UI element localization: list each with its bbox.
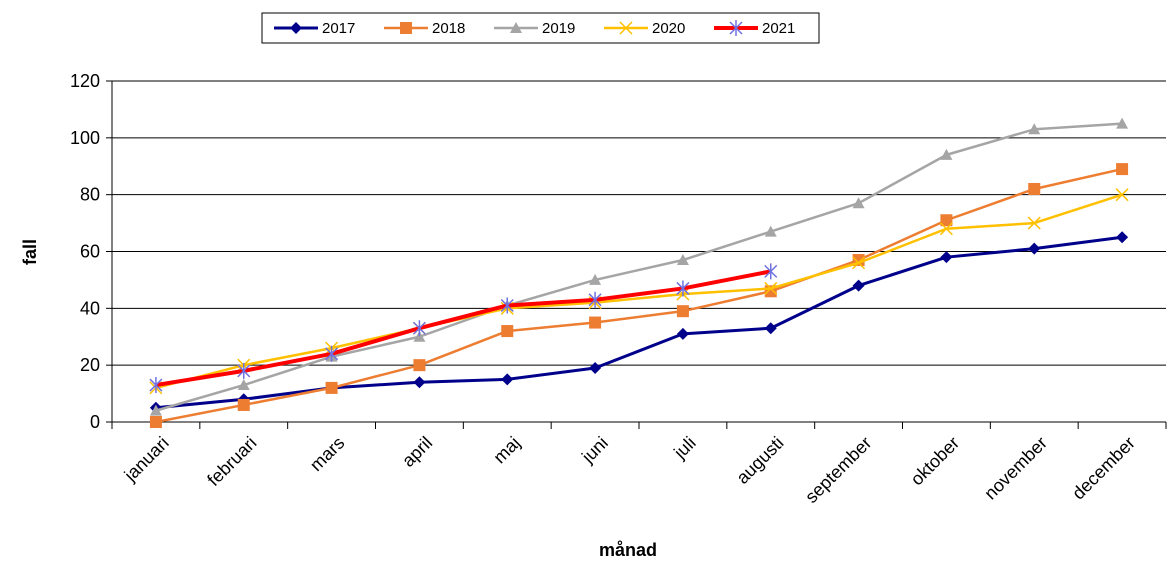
x-tick-label: november <box>980 433 1051 504</box>
x-tick-label: april <box>398 433 436 471</box>
y-axis-title: fall <box>20 239 40 265</box>
data-point-2021 <box>588 291 602 308</box>
data-point-2019 <box>589 273 602 285</box>
y-tick-label: 60 <box>80 242 100 262</box>
data-point-2017 <box>940 251 953 264</box>
legend-marker-2019 <box>510 22 522 33</box>
data-point-2020 <box>1027 216 1041 230</box>
series-line-2018 <box>155 167 1123 424</box>
legend-label-2019: 2019 <box>542 20 575 37</box>
data-point-2017 <box>764 322 777 335</box>
x-axis-title: månad <box>599 540 657 560</box>
y-tick-label: 100 <box>70 128 100 148</box>
data-point-2018 <box>940 214 953 227</box>
x-tick-label: oktober <box>907 433 964 490</box>
data-point-2017 <box>1028 242 1041 255</box>
data-point-2021 <box>500 297 514 314</box>
data-point-2019 <box>852 197 865 209</box>
x-tick-label: februari <box>203 433 260 490</box>
x-tick-label: september <box>801 433 875 507</box>
legend-label-2017: 2017 <box>322 20 355 37</box>
data-point-2018 <box>589 316 602 329</box>
data-point-2017 <box>676 327 689 340</box>
x-tick-label: augusti <box>732 433 787 488</box>
data-point-2018 <box>1028 182 1041 195</box>
data-point-2017 <box>1116 231 1129 244</box>
x-tick-label: januari <box>120 433 173 486</box>
data-point-2020 <box>852 256 866 270</box>
data-point-2017 <box>589 362 602 375</box>
y-tick-label: 80 <box>80 185 100 205</box>
data-point-2019 <box>764 225 777 237</box>
legend-label-2018: 2018 <box>432 20 465 37</box>
data-point-2018 <box>501 325 514 338</box>
data-point-2019 <box>149 404 162 416</box>
data-point-2021 <box>325 345 339 362</box>
series-line-2021 <box>155 269 772 388</box>
plot-area: 0 20 40 60 80 100 120 januari februari mars april m… <box>70 71 1167 507</box>
legend-marker-2017 <box>290 22 302 34</box>
series-line-2020 <box>155 193 1123 390</box>
legend-label-2020: 2020 <box>652 20 685 37</box>
data-point-2020 <box>939 222 953 236</box>
data-point-2018 <box>676 305 689 318</box>
data-point-2019 <box>413 330 426 342</box>
data-point-2017 <box>501 373 514 386</box>
data-point-2020 <box>1115 188 1129 202</box>
x-tick-label: december <box>1068 433 1139 504</box>
data-point-2021 <box>237 362 251 379</box>
data-point-2019 <box>1116 117 1129 129</box>
data-point-2021 <box>676 280 690 297</box>
data-point-2020 <box>764 281 778 295</box>
y-tick-label: 120 <box>70 71 100 91</box>
data-point-2021 <box>764 263 778 280</box>
x-tick-label: mars <box>306 433 348 475</box>
legend-marker-2021 <box>729 20 743 36</box>
data-point-2017 <box>413 376 426 389</box>
data-point-2019 <box>237 379 250 391</box>
y-tick-label: 0 <box>90 412 100 432</box>
data-point-2018 <box>149 416 162 428</box>
data-point-2021 <box>149 377 163 394</box>
legend-marker-2018 <box>400 22 412 34</box>
series-line-2019 <box>155 122 1123 412</box>
y-tick-label: 20 <box>80 355 100 375</box>
y-tick-label: 40 <box>80 298 100 318</box>
data-point-2019 <box>940 148 953 160</box>
data-point-2021 <box>412 320 426 337</box>
x-tick-label: juni <box>577 433 612 468</box>
legend-label-2021: 2021 <box>762 20 795 37</box>
series-line-2017 <box>155 235 1123 410</box>
x-tick-label: maj <box>489 433 524 468</box>
x-tick-label: juli <box>669 433 699 463</box>
data-point-2017 <box>852 279 865 292</box>
legend-marker-2020 <box>619 21 633 35</box>
data-point-2019 <box>676 254 689 266</box>
data-point-2018 <box>413 359 426 372</box>
data-point-2018 <box>325 381 338 394</box>
chart-legend: 2017 2018 2019 2020 2021 <box>261 12 820 44</box>
data-point-2018 <box>1116 163 1129 176</box>
data-point-2018 <box>237 398 250 411</box>
data-point-2019 <box>1028 123 1041 135</box>
